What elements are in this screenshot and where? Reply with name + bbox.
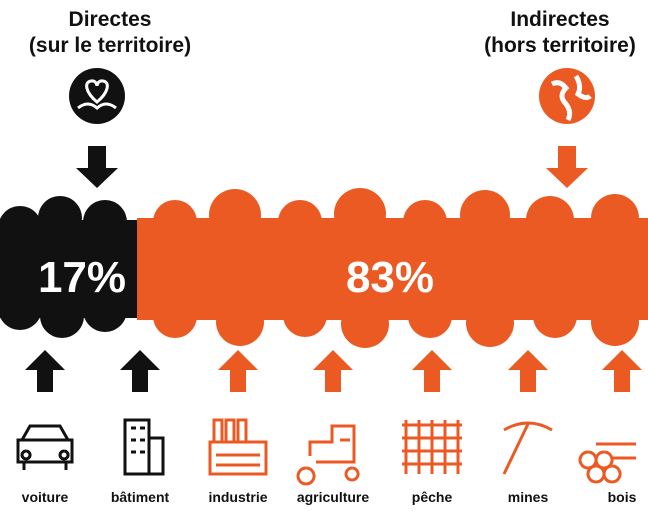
arrow-up bbox=[412, 350, 452, 392]
indirect-icon bbox=[539, 68, 595, 124]
header-title: Directes bbox=[69, 8, 152, 31]
arrow-up bbox=[508, 350, 548, 392]
share-label: 83% bbox=[346, 253, 434, 302]
source-icon bbox=[123, 418, 165, 476]
arrow-up bbox=[602, 350, 642, 392]
source-label: bâtiment bbox=[111, 489, 170, 505]
header-title: Indirectes bbox=[510, 8, 609, 31]
source-label: industrie bbox=[208, 489, 267, 505]
source-label: bois bbox=[608, 489, 637, 505]
header-subtitle: (sur le territoire) bbox=[29, 34, 191, 57]
arrow-up bbox=[25, 350, 65, 392]
source-icon bbox=[578, 442, 636, 484]
source-icon bbox=[502, 421, 553, 475]
arrow-down bbox=[546, 146, 588, 188]
source-icon bbox=[296, 424, 360, 486]
arrow-down bbox=[76, 146, 118, 188]
header-subtitle: (hors territoire) bbox=[484, 34, 636, 57]
source-label: pêche bbox=[412, 489, 453, 505]
arrow-up bbox=[218, 350, 258, 392]
direct-cloud bbox=[0, 196, 137, 338]
source-icon bbox=[16, 424, 74, 470]
arrow-up bbox=[313, 350, 353, 392]
share-label: 17% bbox=[38, 253, 126, 302]
source-icon bbox=[402, 420, 462, 474]
source-label: voiture bbox=[22, 489, 69, 505]
arrow-up bbox=[120, 350, 160, 392]
source-label: agriculture bbox=[297, 489, 370, 505]
direct-icon bbox=[69, 68, 125, 124]
indirect-cloud bbox=[137, 188, 648, 348]
source-label: mines bbox=[508, 489, 549, 505]
source-icon bbox=[208, 418, 268, 476]
